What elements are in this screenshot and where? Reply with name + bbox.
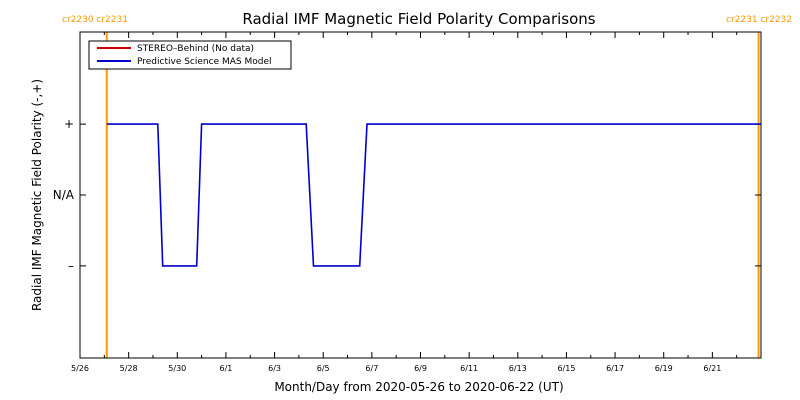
y-axis-label: Radial IMF Magnetic Field Polarity (-,+) <box>30 79 44 311</box>
chart-title: Radial IMF Magnetic Field Polarity Compa… <box>242 10 595 28</box>
x-tick-label: 5/30 <box>168 364 186 373</box>
x-axis-label: Month/Day from 2020-05-26 to 2020-06-22 … <box>274 380 563 394</box>
legend-box <box>88 40 292 70</box>
y-tick-label: + <box>64 117 74 131</box>
x-tick-label: 6/13 <box>509 364 527 373</box>
plot-frame <box>79 31 762 359</box>
series-layer <box>106 123 761 267</box>
series-line-mas-model <box>106 123 761 267</box>
x-tick-label: 6/3 <box>268 364 281 373</box>
y-tick-label: – <box>68 259 74 273</box>
x-tick-label: 5/26 <box>71 364 89 373</box>
x-tick-label: 6/11 <box>460 364 478 373</box>
x-tick-label: 6/9 <box>414 364 427 373</box>
x-tick-label: 6/1 <box>219 364 232 373</box>
x-tick-label: 6/5 <box>317 364 330 373</box>
legend: STEREO–Behind (No data) Predictive Scien… <box>88 40 292 70</box>
x-tick-label: 6/15 <box>557 364 575 373</box>
x-axis-ticks: 5/26 5/28 5/30 6/1 6/3 6/5 6/7 6/9 6/11 6/13 6/15 6… <box>71 32 738 373</box>
x-tick-label: 6/19 <box>655 364 673 373</box>
x-tick-label: 6/21 <box>703 364 721 373</box>
x-tick-label: 5/28 <box>120 364 138 373</box>
legend-label-mas-model: Predictive Science MAS Model <box>137 57 272 67</box>
y-tick-label: N/A <box>53 188 75 202</box>
carrington-marker-label: cr2231 cr2232 <box>726 15 792 25</box>
legend-label-stereo: STEREO–Behind (No data) <box>137 44 254 54</box>
carrington-marker-label: cr2230 cr2231 <box>62 15 128 25</box>
x-tick-label: 6/17 <box>606 364 624 373</box>
x-tick-label: 6/7 <box>365 364 378 373</box>
